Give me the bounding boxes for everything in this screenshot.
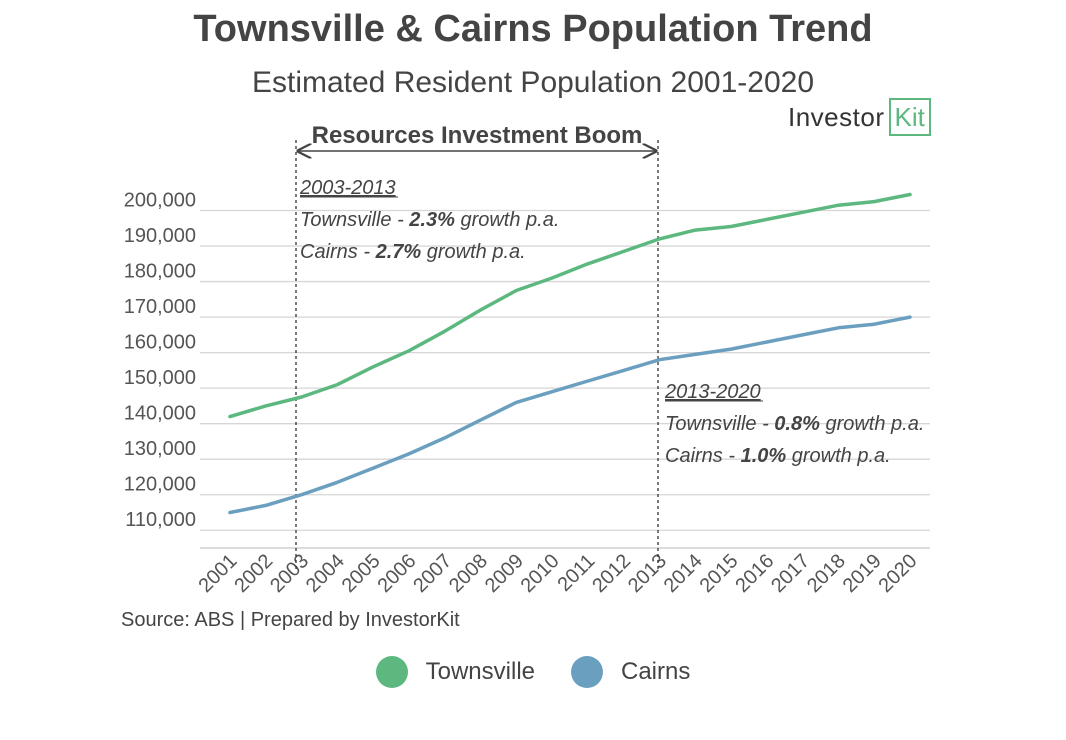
y-tick-label: 140,000 (124, 403, 196, 425)
x-tick-label: 2003 (266, 550, 313, 597)
x-tick-label: 2004 (302, 550, 349, 597)
legend-label-townsville: Townsville (425, 658, 535, 685)
annotations: 2003-2013 Townsville - 2.3% growth p.a. Ca… (299, 177, 924, 467)
chart-title: Townsville & Cairns Population Trend (193, 8, 873, 50)
logo-word: Investor (788, 101, 885, 132)
y-tick-label: 130,000 (124, 438, 196, 460)
legend-swatch-cairns (571, 656, 603, 688)
series-line-townsville (228, 192, 912, 419)
investorkit-logo: Investor Kit (788, 96, 931, 138)
x-tick-label: 2001 (195, 550, 242, 597)
y-tick-label: 170,000 (124, 296, 196, 318)
period-label: Resources Investment Boom (312, 122, 643, 149)
y-tick-label: 120,000 (124, 474, 196, 496)
x-tick-label: 2002 (230, 550, 277, 597)
x-tick-label: 2013 (624, 550, 671, 597)
y-tick-label: 160,000 (124, 332, 196, 354)
legend-item-cairns: Cairns (571, 656, 690, 688)
x-tick-label: 2005 (338, 550, 385, 597)
period-markers: Resources Investment Boom (295, 122, 659, 570)
annotation-heading: 2013-2020 (664, 381, 761, 403)
y-tick-label: 180,000 (124, 261, 196, 283)
x-tick-label: 2019 (839, 550, 886, 597)
series-line-cairns (228, 315, 912, 515)
annotation-line: Townsville - 2.3% growth p.a. (300, 209, 559, 231)
legend-item-townsville: Townsville (375, 656, 535, 688)
x-tick-label: 2015 (696, 550, 743, 597)
x-axis-ticks: 2001200220032004200520062007200820092010… (195, 550, 922, 597)
annotation-heading: 2003-2013 (299, 177, 396, 199)
logo-box: Kit (888, 98, 931, 136)
y-tick-label: 110,000 (125, 509, 196, 531)
x-tick-label: 2006 (373, 550, 420, 597)
source-note: Source: ABS | Prepared by InvestorKit (121, 609, 460, 631)
legend-swatch-townsville (375, 656, 408, 688)
x-tick-label: 2007 (409, 550, 456, 597)
x-tick-label: 2016 (731, 550, 778, 597)
series-lines (228, 192, 912, 515)
y-tick-label: 190,000 (124, 225, 196, 247)
x-tick-label: 2011 (553, 550, 599, 596)
annotation-line: Cairns - 2.7% growth p.a. (300, 241, 526, 263)
x-tick-label: 2008 (445, 550, 492, 597)
y-axis-ticks: 110,000 120,000 130,000 140,000 150,000 160,0… (124, 190, 196, 532)
x-tick-label: 2017 (767, 550, 814, 597)
annotation-line: Cairns - 1.0% growth p.a. (665, 445, 891, 467)
x-tick-label: 2009 (481, 550, 528, 597)
chart-subtitle: Estimated Resident Population 2001-2020 (251, 66, 815, 99)
legend-label-cairns: Cairns (621, 658, 691, 685)
y-tick-label: 150,000 (124, 367, 196, 389)
y-tick-label: 200,000 (124, 190, 196, 212)
x-tick-label: 2018 (803, 550, 850, 597)
x-tick-label: 2010 (517, 550, 564, 597)
x-tick-label: 2014 (660, 550, 707, 597)
x-tick-label: 2020 (875, 550, 922, 597)
x-tick-label: 2012 (588, 550, 635, 597)
annotation-line: Townsville - 0.8% growth p.a. (665, 413, 924, 435)
legend: Townsville Cairns (0, 656, 1066, 688)
